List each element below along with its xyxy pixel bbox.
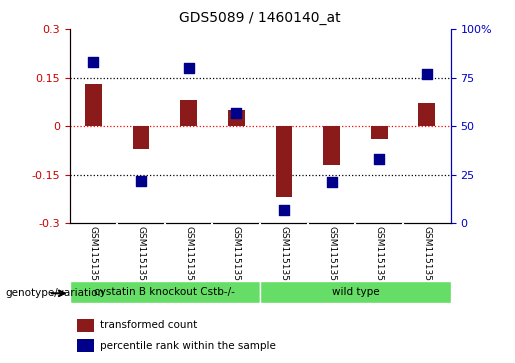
Bar	[77, 339, 94, 352]
Title: GDS5089 / 1460140_at: GDS5089 / 1460140_at	[179, 11, 341, 25]
Bar	[276, 126, 292, 197]
Text: wild type: wild type	[332, 287, 379, 297]
Bar	[180, 100, 197, 126]
Text: GSM1151353: GSM1151353	[184, 226, 193, 287]
Text: GSM1151357: GSM1151357	[375, 226, 384, 287]
Text: GSM1151351: GSM1151351	[89, 226, 98, 287]
Text: GSM1151356: GSM1151356	[327, 226, 336, 287]
Bar	[85, 84, 101, 126]
Point	[280, 207, 288, 213]
Text: transformed count: transformed count	[100, 320, 197, 330]
Bar	[419, 103, 435, 126]
Text: GSM1151354: GSM1151354	[232, 226, 241, 287]
Text: percentile rank within the sample: percentile rank within the sample	[100, 341, 276, 351]
Text: GSM1151352: GSM1151352	[136, 226, 145, 287]
Point	[89, 59, 97, 65]
Text: GSM1151358: GSM1151358	[422, 226, 431, 287]
Bar	[77, 319, 94, 332]
Bar	[70, 281, 260, 303]
Point	[137, 178, 145, 183]
Bar	[133, 126, 149, 149]
Bar	[228, 110, 245, 126]
Point	[375, 156, 383, 162]
Point	[328, 180, 336, 185]
Text: genotype/variation: genotype/variation	[5, 288, 104, 298]
Point	[184, 65, 193, 71]
Bar	[323, 126, 340, 165]
Bar	[371, 126, 387, 139]
Point	[423, 71, 431, 77]
Text: cystatin B knockout Cstb-/-: cystatin B knockout Cstb-/-	[94, 287, 235, 297]
Text: GSM1151355: GSM1151355	[280, 226, 288, 287]
Bar	[260, 281, 451, 303]
Point	[232, 110, 241, 115]
